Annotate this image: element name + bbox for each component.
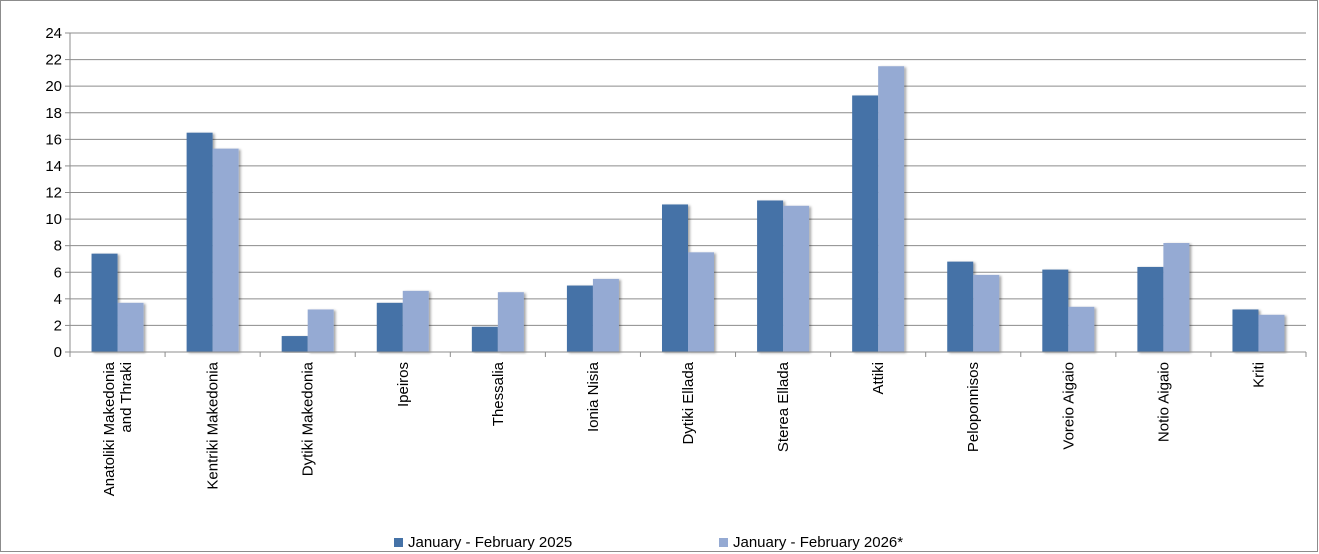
bars (91, 66, 1285, 353)
bar (376, 302, 403, 352)
y-tick-label: 20 (45, 78, 62, 95)
y-tick-label: 18 (45, 105, 62, 122)
axes (69, 33, 1307, 357)
legend-swatch (394, 538, 403, 547)
y-tick-label: 12 (45, 185, 62, 202)
bar (688, 252, 714, 352)
bar (117, 302, 144, 352)
category-labels: Anatoliki Makedonia and Thraki Kentriki Ma… (101, 361, 1267, 496)
y-tick-label: 22 (45, 52, 62, 69)
bar (212, 148, 239, 352)
y-tick-label: 4 (54, 291, 62, 308)
bar (471, 326, 498, 352)
bar (1163, 243, 1190, 352)
bar (281, 336, 308, 352)
y-tick-label: 6 (54, 264, 62, 281)
bar (307, 309, 334, 352)
legend-swatch (719, 538, 728, 547)
bar (91, 253, 118, 352)
category-label: Attiki (870, 362, 887, 395)
bar (662, 204, 688, 352)
category-label: Ionia Nisia (585, 361, 602, 432)
y-tick-label: 24 (45, 25, 62, 42)
y-tick-label: 10 (45, 211, 62, 228)
category-label: Sterea Ellada (775, 361, 792, 452)
bar (783, 205, 810, 352)
category-label: Voreio Aigaio (1060, 362, 1077, 450)
bar (1068, 306, 1095, 352)
category-label: Dytiki Ellada (680, 361, 697, 444)
bar (1258, 314, 1285, 352)
bar (566, 285, 593, 352)
legend-label: January - February 2025 (408, 534, 572, 551)
y-tick-label: 0 (54, 344, 62, 361)
bar (497, 292, 524, 352)
category-label: Thessalia (490, 361, 507, 426)
bar (186, 132, 213, 352)
y-tick-label: 2 (54, 317, 62, 334)
category-label: Kriti (1250, 362, 1267, 388)
y-tick-label: 16 (45, 131, 62, 148)
y-tick-label: 14 (45, 158, 62, 175)
y-tick-label: 8 (54, 238, 62, 255)
category-label: Notio Aigaio (1155, 362, 1172, 442)
bar (1042, 269, 1069, 352)
bar (878, 66, 905, 353)
bar (402, 290, 429, 352)
bar (1137, 266, 1164, 352)
bar (947, 261, 974, 352)
category-label: Dytiki Makedonia (300, 361, 317, 476)
category-label: Kentriki Makedonia (205, 361, 222, 489)
legend: January - February 2025 January - Februar… (394, 534, 903, 551)
bar (592, 278, 619, 352)
bar (973, 274, 1000, 352)
category-label: and Thraki (118, 362, 135, 433)
bar (852, 95, 879, 353)
bar (757, 200, 784, 352)
bar (1232, 309, 1259, 352)
category-label: Anatoliki Makedonia (101, 361, 118, 496)
category-label: Peloponnisos (965, 362, 982, 452)
category-label: Ipeiros (395, 362, 412, 407)
legend-label: January - February 2026* (733, 534, 903, 551)
